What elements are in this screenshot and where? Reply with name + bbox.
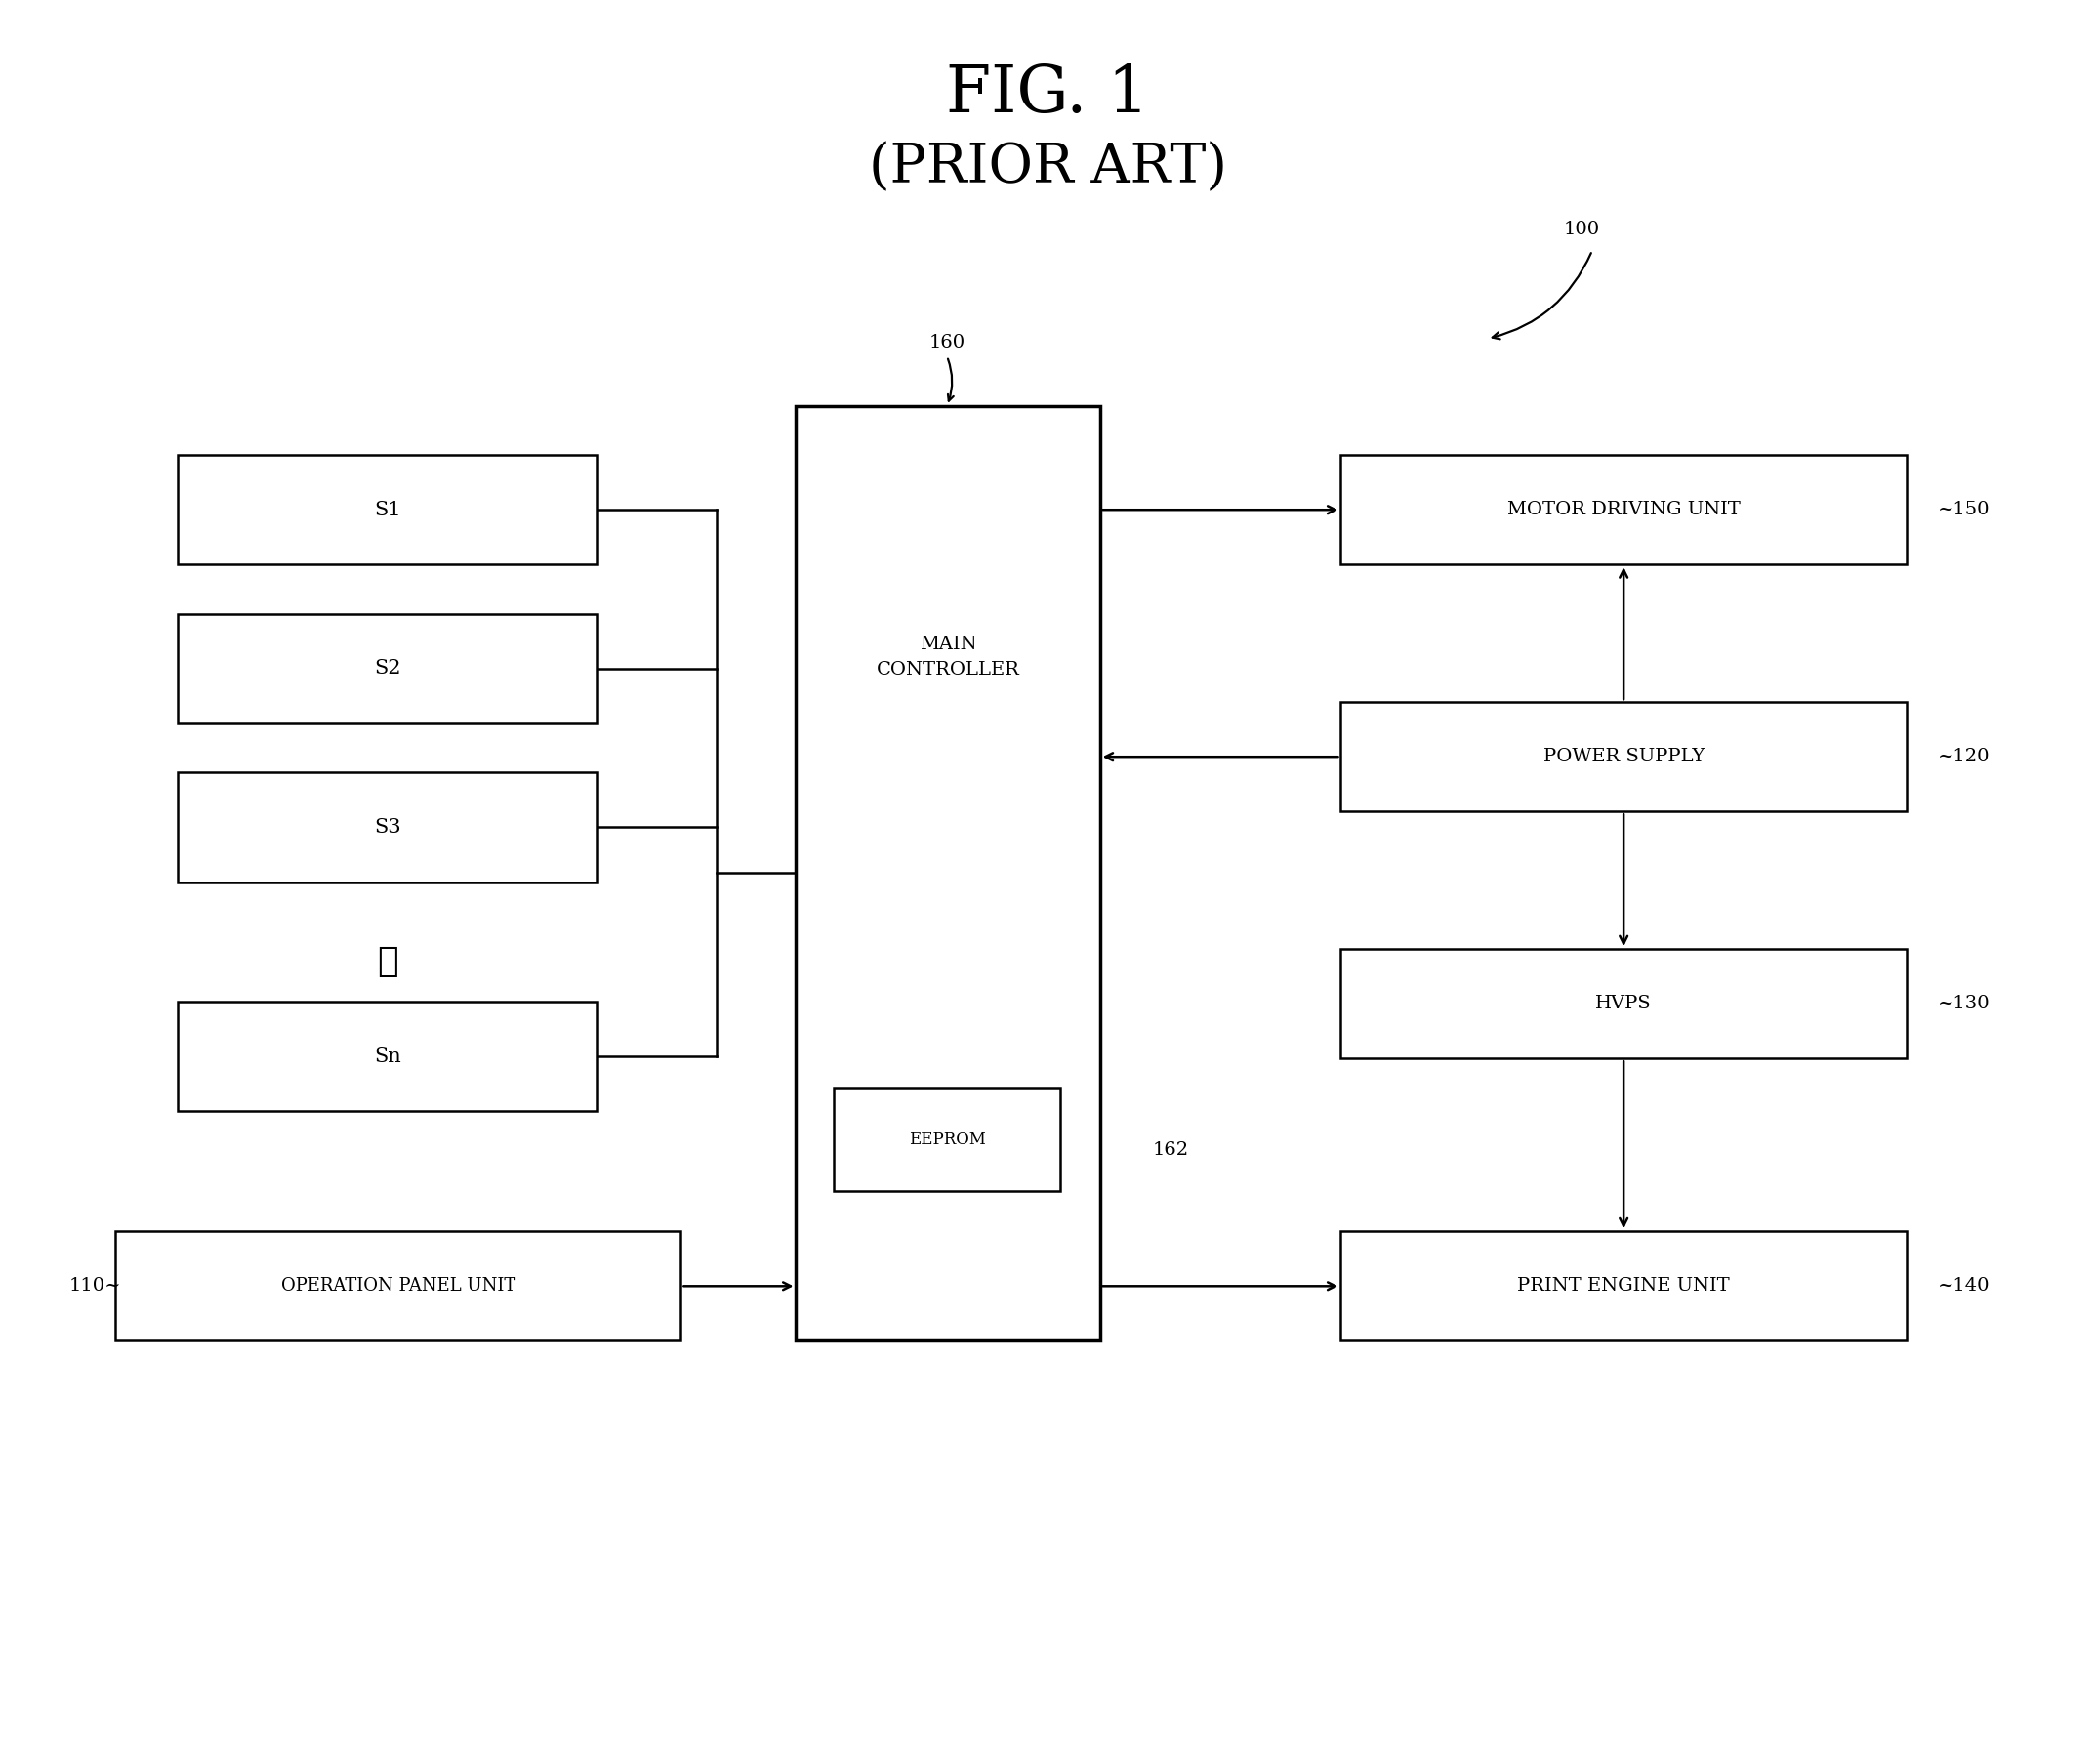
Bar xyxy=(115,1231,681,1341)
Bar xyxy=(1341,1231,1906,1341)
Text: ~120: ~120 xyxy=(1938,748,1990,766)
Text: POWER SUPPLY: POWER SUPPLY xyxy=(1542,748,1705,766)
Bar xyxy=(1341,702,1906,811)
Text: MOTOR DRIVING UNIT: MOTOR DRIVING UNIT xyxy=(1506,501,1741,519)
Text: ~140: ~140 xyxy=(1938,1277,1990,1295)
Text: HVPS: HVPS xyxy=(1596,995,1651,1013)
Text: (PRIOR ART): (PRIOR ART) xyxy=(867,141,1228,194)
Text: S3: S3 xyxy=(375,818,400,836)
Text: EEPROM: EEPROM xyxy=(909,1131,985,1148)
Text: 100: 100 xyxy=(1563,220,1601,238)
Text: OPERATION PANEL UNIT: OPERATION PANEL UNIT xyxy=(281,1277,515,1295)
Text: ~130: ~130 xyxy=(1938,995,1990,1013)
Bar xyxy=(178,773,597,882)
Text: Sn: Sn xyxy=(375,1048,400,1065)
Text: 162: 162 xyxy=(1152,1141,1188,1159)
Bar xyxy=(178,455,597,564)
Text: PRINT ENGINE UNIT: PRINT ENGINE UNIT xyxy=(1517,1277,1730,1295)
Text: S2: S2 xyxy=(375,660,400,677)
Text: ~150: ~150 xyxy=(1938,501,1990,519)
Text: FIG. 1: FIG. 1 xyxy=(947,62,1148,125)
Bar xyxy=(834,1088,1060,1191)
Bar xyxy=(178,614,597,723)
Text: 110~: 110~ xyxy=(69,1277,122,1295)
Text: ⋮: ⋮ xyxy=(377,946,398,977)
Text: 160: 160 xyxy=(928,333,966,351)
Bar xyxy=(1341,455,1906,564)
Bar xyxy=(1341,949,1906,1058)
Text: MAIN
CONTROLLER: MAIN CONTROLLER xyxy=(876,635,1020,679)
Bar xyxy=(796,406,1100,1341)
Bar xyxy=(178,1002,597,1111)
Text: S1: S1 xyxy=(375,501,400,519)
